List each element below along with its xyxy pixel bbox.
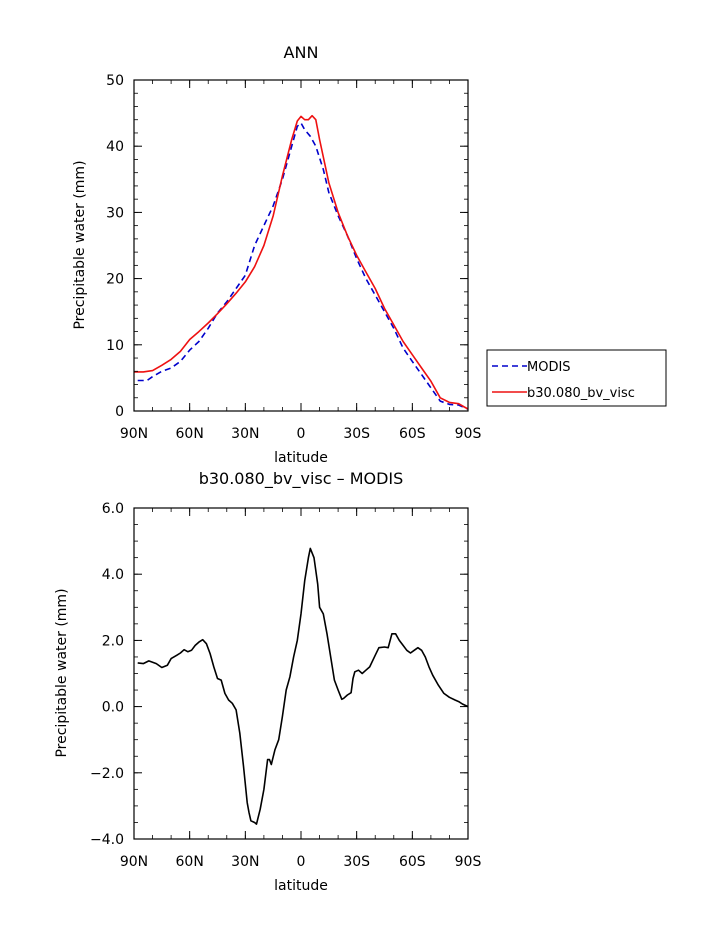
top-chart-title: ANN (284, 43, 319, 62)
bottom-xtick-label: 60S (399, 854, 426, 870)
bottom-chart-title: b30.080_bv_visc – MODIS (199, 469, 404, 489)
top-xtick-label: 60N (176, 426, 204, 442)
legend-label-modis: MODIS (527, 360, 571, 375)
bottom-ytick-label: −4.0 (90, 832, 124, 848)
top-ytick-label: 50 (106, 73, 124, 89)
bottom-xtick-label: 30N (231, 854, 259, 870)
bottom-ytick-label: 4.0 (102, 567, 124, 583)
bottom-series-line-0 (137, 547, 469, 825)
top-series-line-1 (134, 114, 469, 410)
top-chart-ylabel: Precipitable water (mm) (72, 160, 88, 329)
top-series-line-0 (137, 122, 469, 410)
top-xtick-label: 30S (343, 426, 370, 442)
bottom-chart-panel: b30.080_bv_visc – MODIS 90N 60N 30N 0 30S 60S… (54, 469, 481, 894)
bottom-xtick-label: 60N (176, 854, 204, 870)
top-ytick-label: 20 (106, 272, 124, 288)
top-ytick-label: 30 (106, 205, 124, 221)
bottom-ytick-label: −2.0 (90, 766, 124, 782)
bottom-xtick-label: 90N (120, 854, 148, 870)
bottom-chart-series-group (137, 547, 469, 825)
bottom-ytick-label: 0.0 (102, 700, 124, 716)
top-xtick-label: 90N (120, 426, 148, 442)
bottom-ytick-label: 2.0 (102, 633, 124, 649)
top-xtick-label: 30N (231, 426, 259, 442)
top-chart-series-group (134, 114, 469, 410)
top-chart-panel: ANN 90N 60N 30N 0 30S 60S 90S 0 10 20 30 40 50 latit… (72, 43, 481, 466)
bottom-xtick-label: 0 (297, 854, 306, 870)
bottom-chart-ylabel: Precipitable water (mm) (54, 588, 70, 757)
top-chart-xlabel: latitude (274, 450, 328, 466)
top-ytick-label: 10 (106, 338, 124, 354)
bottom-ytick-label: 6.0 (102, 501, 124, 517)
top-chart-ticks: 90N 60N 30N 0 30S 60S 90S 0 10 20 30 40 50 (106, 73, 481, 442)
bottom-chart-frame (133, 507, 469, 840)
top-xtick-label: 90S (455, 426, 482, 442)
legend-box (486, 349, 667, 407)
legend: MODIS b30.080_bv_visc (486, 349, 667, 407)
bottom-xtick-label: 30S (343, 854, 370, 870)
top-ytick-label: 0 (115, 404, 124, 420)
bottom-chart-xlabel: latitude (274, 878, 328, 894)
bottom-xtick-label: 90S (455, 854, 482, 870)
top-xtick-label: 60S (399, 426, 426, 442)
top-xtick-label: 0 (297, 426, 306, 442)
bottom-chart-ticks: 90N 60N 30N 0 30S 60S 90S −4.0 −2.0 0.0 2.0 4.0 6.0 (90, 501, 481, 870)
top-ytick-label: 40 (106, 139, 124, 155)
legend-label-model: b30.080_bv_visc (527, 386, 635, 401)
